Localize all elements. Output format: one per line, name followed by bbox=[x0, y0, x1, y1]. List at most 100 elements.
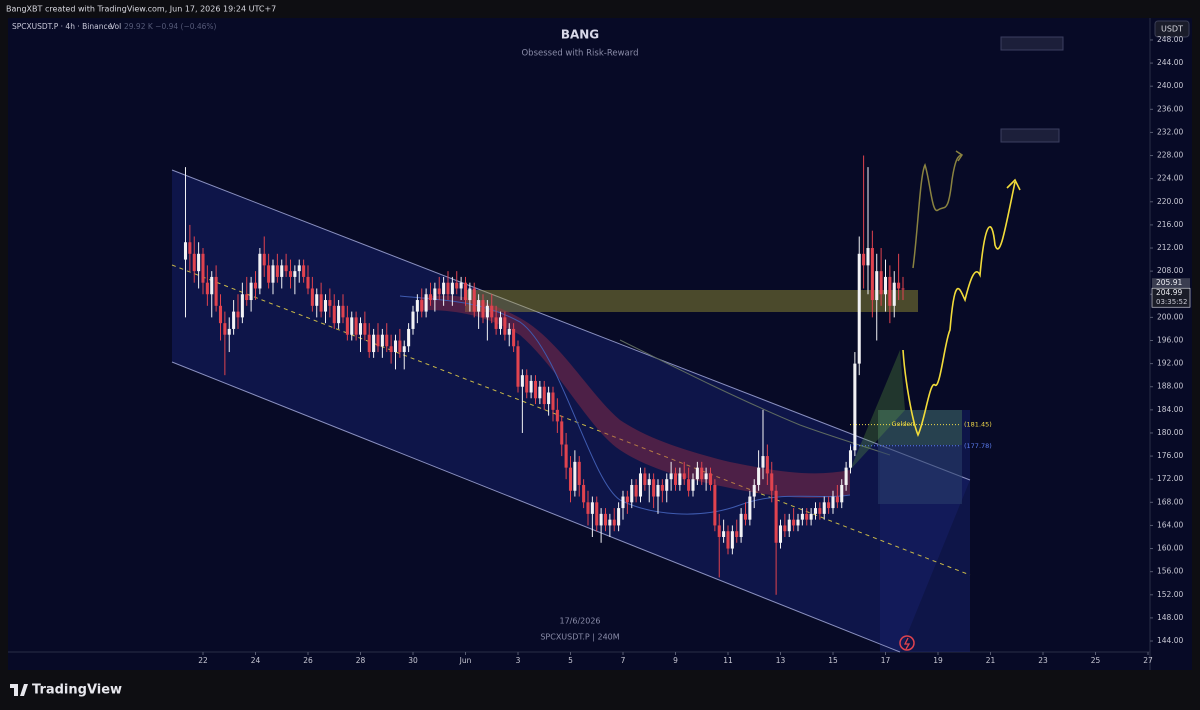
candle-body bbox=[525, 375, 529, 393]
vol-values: 29.92 K −0.94 (−0.46%) bbox=[124, 22, 217, 31]
candle-body bbox=[687, 479, 691, 491]
candle-body bbox=[870, 248, 874, 301]
candle-body bbox=[713, 484, 717, 526]
candle-body bbox=[726, 531, 730, 549]
note-box bbox=[1000, 36, 1064, 51]
candle-body bbox=[805, 513, 809, 520]
candle-body bbox=[603, 513, 608, 526]
candle-body bbox=[757, 467, 761, 485]
candle-body bbox=[792, 519, 796, 526]
candle-body bbox=[555, 409, 559, 422]
last-price-bg bbox=[1151, 287, 1191, 308]
candle-body bbox=[210, 276, 214, 295]
candle-body bbox=[463, 282, 468, 301]
candle-body bbox=[201, 253, 205, 283]
candle-body bbox=[647, 479, 651, 485]
candle-body bbox=[468, 288, 472, 301]
candle-body bbox=[236, 311, 240, 318]
projection-arrow bbox=[1006, 178, 1021, 191]
candle-body bbox=[643, 473, 647, 485]
candle-body bbox=[778, 525, 783, 543]
candle-body bbox=[197, 253, 201, 272]
candle-body bbox=[323, 300, 328, 312]
currency-button[interactable] bbox=[1154, 20, 1190, 38]
candle-body bbox=[866, 248, 870, 266]
candle-body bbox=[477, 300, 481, 312]
candle-body bbox=[809, 513, 813, 520]
chart-title: BANG bbox=[561, 28, 599, 42]
candle-body bbox=[735, 531, 739, 537]
resistance-zone bbox=[465, 290, 918, 312]
candle-body bbox=[262, 253, 266, 266]
y-tick-label: 248.00 bbox=[1157, 35, 1183, 44]
candle-body bbox=[857, 253, 861, 364]
y-tick-label: 208.00 bbox=[1157, 266, 1183, 275]
position-box bbox=[878, 410, 962, 504]
candle-body bbox=[844, 467, 848, 485]
candle-body bbox=[892, 282, 896, 306]
x-tick-label: 30 bbox=[408, 656, 418, 665]
candle-body bbox=[822, 502, 826, 514]
candle-body bbox=[288, 271, 293, 277]
alert-icon[interactable] bbox=[899, 635, 915, 651]
y-tick-label: 148.00 bbox=[1157, 613, 1183, 622]
countdown: 03:35:52 bbox=[1156, 298, 1187, 306]
candle-body bbox=[582, 484, 586, 503]
candle-body bbox=[183, 242, 188, 260]
candle-body bbox=[319, 294, 323, 312]
candle-body bbox=[503, 317, 507, 335]
candle-body bbox=[599, 513, 603, 526]
candle-body bbox=[770, 473, 774, 491]
candle-body bbox=[621, 496, 625, 509]
vol-label: Vol bbox=[110, 22, 121, 31]
candle-body bbox=[271, 265, 275, 283]
marks: 144.00 148.00 152.00 156.00 160.00 164.00 168.… bbox=[183, 35, 1191, 665]
x-tick-label: 21 bbox=[986, 656, 996, 665]
candle-body bbox=[538, 386, 542, 399]
green-wedge bbox=[850, 350, 905, 470]
candle-body bbox=[490, 305, 494, 318]
symbol: SPCXUSDT.P · 4h · Binance bbox=[12, 22, 113, 31]
candle-body bbox=[691, 479, 695, 491]
alert-bolt bbox=[903, 637, 911, 650]
candle-body bbox=[800, 513, 804, 520]
candle-body bbox=[472, 288, 476, 312]
candle-body bbox=[634, 484, 638, 497]
y-tick-label: 168.00 bbox=[1157, 497, 1183, 506]
price-tag-bg bbox=[1152, 278, 1190, 289]
y-tick-label: 176.00 bbox=[1157, 451, 1183, 460]
candle-body bbox=[708, 473, 713, 485]
brand-logo bbox=[10, 684, 28, 696]
candle-body bbox=[695, 467, 699, 480]
ma-band bbox=[420, 295, 850, 499]
candle-body bbox=[630, 484, 634, 503]
candle-body bbox=[494, 317, 498, 329]
candle-body bbox=[376, 334, 380, 347]
candle-body bbox=[284, 265, 288, 272]
candle-body bbox=[875, 271, 879, 301]
candle-body bbox=[564, 444, 568, 468]
channel-fill bbox=[172, 170, 970, 652]
candle-body bbox=[315, 294, 319, 306]
y-tick-label: 224.00 bbox=[1157, 174, 1183, 183]
candle-body bbox=[752, 484, 756, 497]
candle-body bbox=[573, 461, 577, 491]
candle-body bbox=[617, 508, 621, 526]
x-tick-label: 26 bbox=[303, 656, 313, 665]
candle-body bbox=[765, 456, 769, 474]
candle-body bbox=[214, 276, 218, 306]
candle-body bbox=[547, 392, 551, 405]
candle-body bbox=[897, 282, 901, 289]
y-tick-label: 196.00 bbox=[1157, 335, 1183, 344]
x-tick-label: 23 bbox=[1038, 656, 1048, 665]
candle-body bbox=[293, 271, 297, 277]
x-tick-label: 25 bbox=[1091, 656, 1101, 665]
candle-body bbox=[205, 282, 209, 295]
candle-body bbox=[748, 496, 752, 520]
candle-body bbox=[358, 323, 363, 335]
candle-body bbox=[529, 380, 533, 393]
y-tick-label: 212.00 bbox=[1157, 243, 1183, 252]
candle-body bbox=[363, 323, 367, 335]
candle-body bbox=[306, 276, 310, 289]
currency[interactable]: USDT bbox=[1161, 25, 1183, 34]
